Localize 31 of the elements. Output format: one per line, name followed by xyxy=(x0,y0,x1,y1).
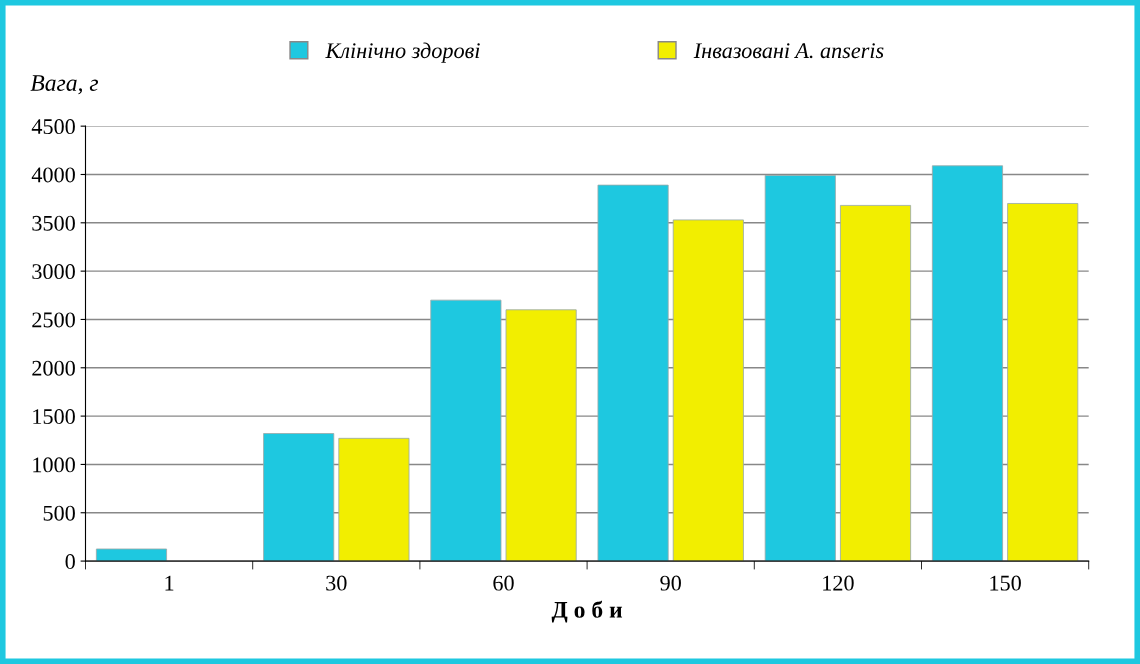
y-tick-label: 3000 xyxy=(32,264,75,280)
x-tick-label: 30 xyxy=(326,575,347,591)
y-tick-label: 4500 xyxy=(31,119,75,135)
x-tick-label: 120 xyxy=(823,575,854,591)
y-tick-label: 1000 xyxy=(33,457,75,473)
x-tick-label: 1 xyxy=(165,575,174,591)
bar xyxy=(263,433,335,562)
y-tick-label: 3500 xyxy=(32,215,75,231)
bar xyxy=(1007,203,1079,562)
bar xyxy=(839,204,912,562)
x-axis-title: Д о б и xyxy=(551,600,623,623)
y-axis-title: Вага, г xyxy=(30,75,99,95)
y-tick-label: 500 xyxy=(43,505,75,521)
bar xyxy=(505,309,577,562)
x-tick-label: 150 xyxy=(990,575,1021,591)
bar xyxy=(338,437,410,562)
bar xyxy=(597,184,669,562)
bar xyxy=(672,219,744,562)
y-tick-label: 0 xyxy=(65,554,75,570)
x-tick-label: 60 xyxy=(493,575,514,591)
y-tick-label: 1500 xyxy=(33,409,75,425)
bar xyxy=(95,548,168,562)
bar xyxy=(430,299,502,562)
bar xyxy=(931,165,1004,562)
legend-label: Інвазовані A. anseris xyxy=(693,43,884,59)
bar xyxy=(764,175,836,562)
x-tick-label: 90 xyxy=(660,575,681,591)
y-tick-label: 2500 xyxy=(32,312,75,328)
legend-label: Клінічно здорові xyxy=(325,42,480,63)
y-tick-label: 4000 xyxy=(31,167,75,183)
y-tick-label: 2000 xyxy=(32,360,75,376)
